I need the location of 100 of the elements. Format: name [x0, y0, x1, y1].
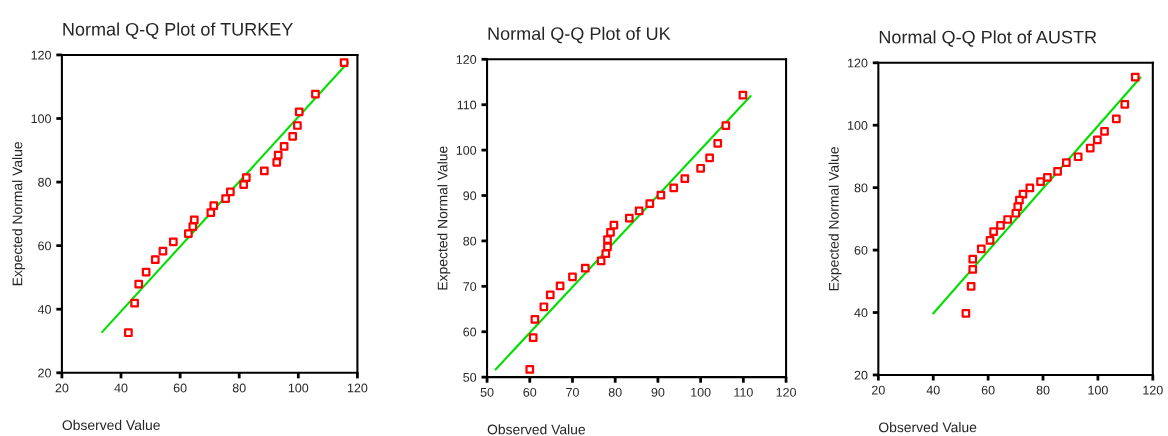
y-axis-title: Expected Normal Value [828, 147, 842, 291]
point [596, 256, 606, 266]
point [1011, 208, 1021, 218]
point [1025, 183, 1035, 193]
y-tick-label: 80 [38, 177, 51, 187]
y-tick-label: 100 [456, 145, 477, 155]
x-axis-title: Observed Value [62, 419, 160, 431]
x-tick-label: 90 [651, 387, 665, 397]
point [696, 163, 705, 173]
point [603, 242, 612, 252]
x-tick-label: 120 [1143, 385, 1163, 395]
point [158, 246, 168, 256]
point [713, 138, 723, 148]
x-tick-label: 120 [347, 383, 368, 393]
point [272, 158, 282, 167]
point [134, 279, 144, 289]
point [279, 142, 289, 151]
y-axis-title: Expected Normal Value [437, 146, 451, 290]
point [311, 89, 320, 99]
point [634, 206, 644, 216]
point [603, 235, 612, 244]
point [239, 180, 249, 189]
point [273, 150, 283, 160]
x-tick-label: 50 [480, 387, 494, 397]
point [525, 365, 535, 374]
x-tick-label: 40 [926, 385, 940, 395]
point [669, 183, 679, 193]
y-tick-label: 110 [457, 100, 477, 110]
x-tick-label: 40 [114, 383, 128, 393]
point [656, 190, 666, 200]
y-tick-label: 20 [38, 368, 51, 378]
point [184, 229, 193, 238]
y-tick-label: 80 [463, 236, 477, 246]
point [188, 222, 198, 231]
point [680, 174, 690, 184]
point [168, 237, 178, 247]
point [555, 281, 565, 291]
point [1130, 72, 1140, 82]
point [1043, 172, 1052, 182]
point [996, 221, 1005, 230]
point [539, 302, 549, 312]
point [1053, 167, 1062, 176]
point [1036, 177, 1045, 187]
x-tick-label: 20 [55, 383, 69, 393]
point [150, 255, 160, 264]
point [1013, 202, 1023, 212]
point [1111, 114, 1121, 124]
chart-title: Normal Q-Q Plot of AUSTR [879, 30, 1097, 47]
x-tick-label: 70 [566, 387, 579, 397]
x-tick-label: 120 [776, 387, 796, 397]
point [225, 187, 235, 197]
point [601, 249, 611, 258]
y-tick-label: 40 [37, 305, 51, 314]
y-tick-label: 60 [463, 327, 477, 337]
y-tick-label: 70 [463, 282, 477, 291]
y-tick-label: 80 [854, 183, 868, 193]
y-tick-label: 20 [854, 370, 868, 380]
point [1120, 99, 1130, 109]
point [985, 236, 995, 245]
y-tick-label: 90 [463, 191, 477, 201]
x-tick-label: 60 [981, 385, 995, 395]
chart-title: Normal Q-Q Plot of UK [488, 26, 671, 44]
point [1093, 135, 1102, 145]
point [339, 58, 349, 67]
point [580, 263, 590, 273]
point [528, 333, 538, 342]
x-axis-title: Observed Value [878, 422, 977, 433]
x-tick-label: 80 [232, 383, 246, 393]
y-tick-label: 120 [31, 50, 51, 60]
point [241, 173, 251, 182]
point [989, 227, 998, 237]
point [259, 166, 269, 176]
point [530, 315, 540, 324]
point [545, 290, 555, 300]
point [624, 213, 634, 223]
point [293, 121, 302, 130]
y-tick-label: 50 [463, 372, 477, 382]
point [130, 298, 139, 308]
point [968, 254, 978, 264]
x-tick-label: 60 [173, 383, 187, 393]
y-tick-label: 60 [38, 241, 51, 251]
point [705, 153, 714, 163]
x-tick-label: 100 [1088, 385, 1108, 395]
x-tick-label: 80 [1036, 385, 1050, 395]
point [141, 267, 151, 277]
point [738, 90, 748, 100]
x-tick-label: 60 [523, 387, 537, 397]
y-tick-label: 100 [848, 121, 868, 130]
x-tick-label: 80 [608, 387, 622, 397]
x-tick-label: 110 [734, 387, 753, 397]
point [294, 107, 304, 117]
point [568, 272, 577, 282]
point [976, 244, 986, 254]
point [1061, 158, 1071, 168]
y-axis-title: Expected Normal Value [12, 142, 26, 286]
x-tick-label: 100 [288, 383, 309, 393]
point [1003, 215, 1012, 224]
point [206, 208, 216, 217]
point [961, 309, 971, 318]
point [645, 199, 655, 209]
